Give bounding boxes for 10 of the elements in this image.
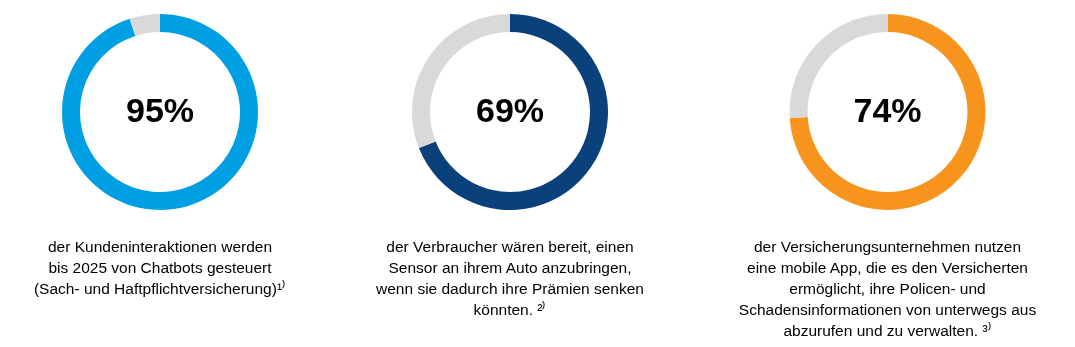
- text: der Versicherungsunternehmen nutzen eine mobile App, die es den Versicherten ermöglicht, ihre Policen- und Schadensinformationen von unterwegs aus abzurufen und zu verwalten. ³⁾: [738, 238, 1037, 339]
- data-label: 95%: [125, 91, 195, 129]
- donut-slice: [62, 14, 258, 210]
- text: der Verbraucher wären bereit, einen Sensor an ihrem Auto anzubringen, wenn sie dadurch ihre Prämien senken könnten. ²⁾: [375, 238, 644, 318]
- donut-slice: [789, 14, 986, 210]
- donut-slice: [129, 14, 160, 36]
- text: der Kundeninteraktionen werden bis 2025 von Chatbots gesteuert (Sach- und Haftpflichtversicherung)¹⁾: [33, 238, 287, 297]
- data-label: 74%: [853, 91, 922, 129]
- donut-slice: [418, 14, 608, 210]
- data-label: 69%: [475, 91, 545, 129]
